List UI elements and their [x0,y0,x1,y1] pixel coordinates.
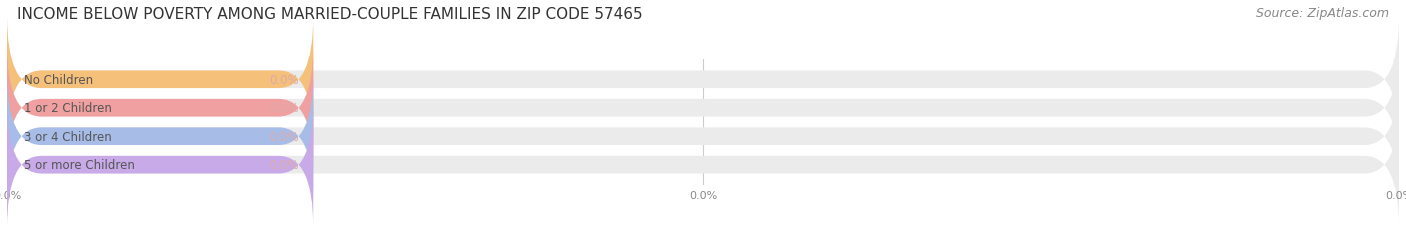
FancyBboxPatch shape [7,103,314,227]
Text: 3 or 4 Children: 3 or 4 Children [24,130,111,143]
FancyBboxPatch shape [7,18,1399,142]
FancyBboxPatch shape [7,75,1399,199]
Text: 1 or 2 Children: 1 or 2 Children [24,102,111,115]
Text: 0.0%: 0.0% [270,130,299,143]
Text: Source: ZipAtlas.com: Source: ZipAtlas.com [1256,7,1389,20]
FancyBboxPatch shape [7,46,314,170]
Text: No Children: No Children [24,73,93,86]
Text: 0.0%: 0.0% [270,102,299,115]
FancyBboxPatch shape [7,18,314,142]
Text: 0.0%: 0.0% [270,73,299,86]
FancyBboxPatch shape [7,75,314,199]
FancyBboxPatch shape [7,103,1399,227]
Text: INCOME BELOW POVERTY AMONG MARRIED-COUPLE FAMILIES IN ZIP CODE 57465: INCOME BELOW POVERTY AMONG MARRIED-COUPL… [17,7,643,22]
FancyBboxPatch shape [7,46,1399,170]
Text: 0.0%: 0.0% [270,158,299,171]
Text: 5 or more Children: 5 or more Children [24,158,135,171]
